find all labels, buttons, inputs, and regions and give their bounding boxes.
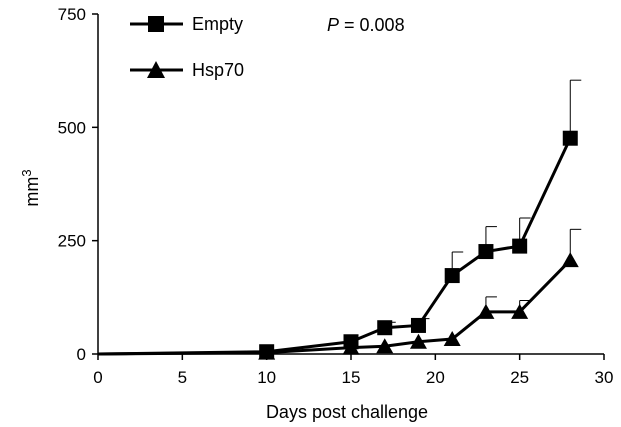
legend-marker-empty [148,16,164,32]
x-tick-label: 5 [178,368,187,387]
data-point-empty [410,317,426,333]
data-point-hsp70 [342,339,360,355]
x-tick-label: 30 [595,368,614,387]
p-value-symbol: P [327,15,339,35]
data-point-hsp70 [477,303,495,319]
y-axis-title: mm3 [19,169,42,206]
x-tick-label: 25 [510,368,529,387]
legend-label-hsp70: Hsp70 [192,60,244,80]
p-value-annotation: P = 0.008 [327,15,405,35]
legend-marker-hsp70 [147,61,165,78]
p-value-text: = 0.008 [339,15,405,35]
data-point-empty [478,244,494,260]
error-bars [384,79,582,328]
data-point-empty [377,320,393,336]
legend-label-empty: Empty [192,14,243,34]
y-tick-label: 250 [58,232,86,251]
data-point-empty [444,268,460,284]
x-axis-title: Days post challenge [266,402,428,422]
data-point-empty [512,238,528,254]
series-lines [97,137,572,356]
data-point-empty [562,130,578,146]
y-tick-label: 750 [58,5,86,24]
data-point-hsp70 [409,333,427,349]
x-tick-label: 0 [93,368,102,387]
x-tick-label: 10 [257,368,276,387]
series-line-empty [97,137,572,356]
y-tick-label: 500 [58,118,86,137]
x-tick-label: 15 [342,368,361,387]
data-point-hsp70 [561,252,579,268]
ticks: 0 5 10 15 20 25 30 0 250 500 750 [58,5,614,387]
y-axis-title-sup: 3 [19,169,34,176]
y-axis-title-base: mm [22,177,42,207]
y-tick-label: 0 [77,345,86,364]
legend: Empty Hsp70 [130,14,244,80]
data-point-hsp70 [258,344,276,360]
series-markers [258,130,579,360]
data-point-hsp70 [443,331,461,347]
x-tick-label: 20 [426,368,445,387]
data-point-hsp70 [511,303,529,319]
data-point-hsp70 [376,338,394,354]
series-line-hsp70 [97,259,572,356]
